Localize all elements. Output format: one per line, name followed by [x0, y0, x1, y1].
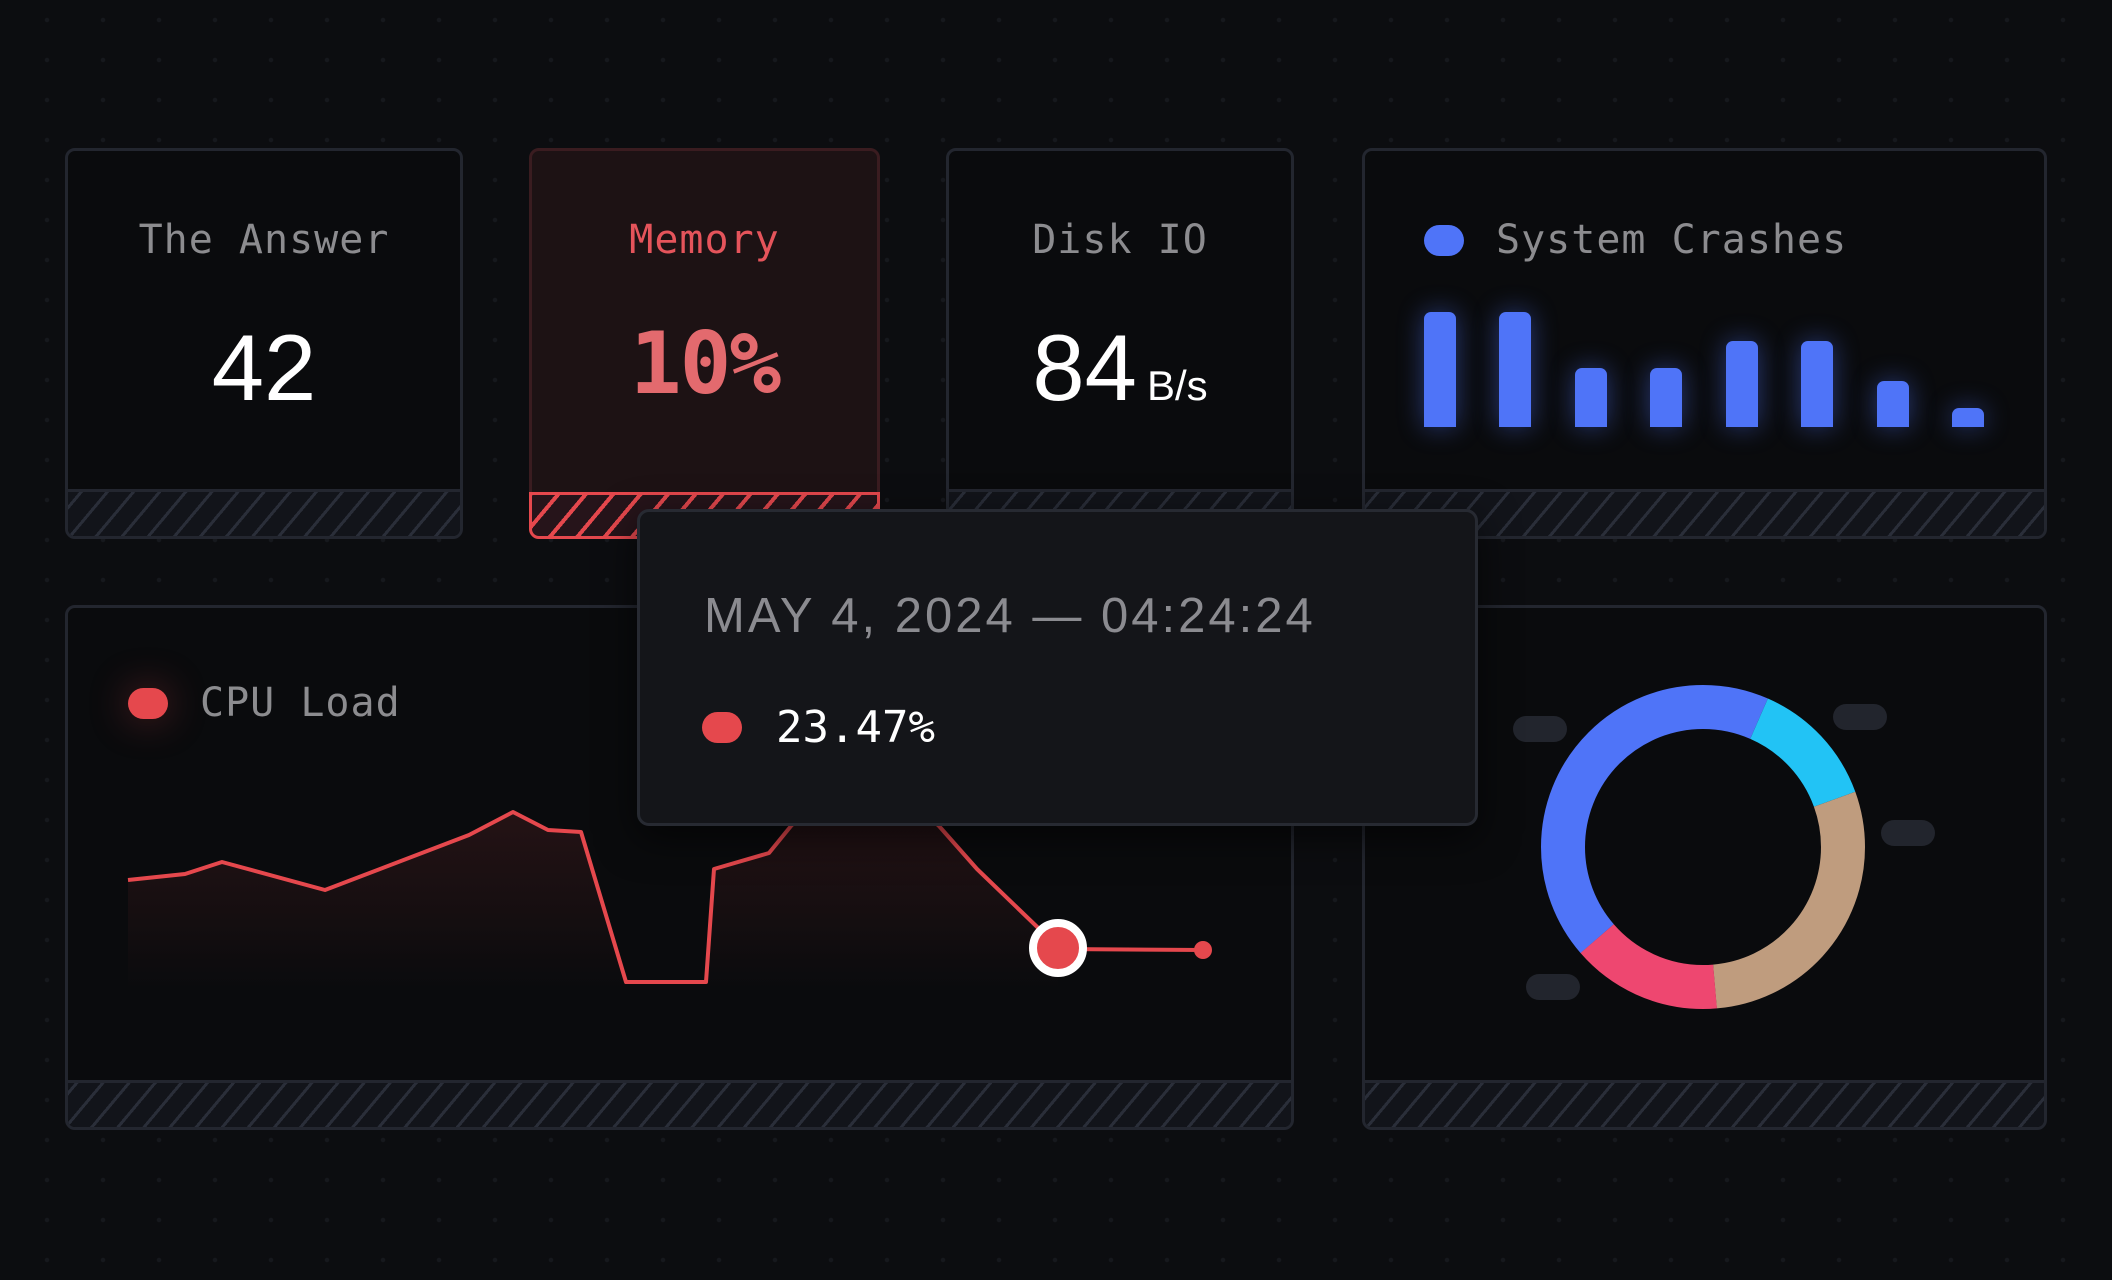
stat-value: 10% — [629, 314, 781, 414]
tooltip-row: 23.47% — [702, 702, 935, 753]
donut-label-placeholder — [1881, 820, 1935, 846]
legend-dot-icon — [128, 687, 168, 719]
stat-label: The Answer — [138, 217, 390, 263]
cpu-tooltip: MAY 4, 2024 — 04:24:24 23.47% — [637, 509, 1478, 826]
stat-number: 84 — [1032, 315, 1137, 420]
cpu-hover-marker[interactable] — [1029, 919, 1087, 977]
bar[interactable] — [1952, 408, 1984, 427]
stat-card-answer[interactable]: The Answer 42 — [65, 148, 463, 539]
bar[interactable] — [1424, 312, 1456, 427]
stat-label: Disk IO — [1032, 217, 1208, 263]
cpu-end-dot — [1194, 941, 1212, 959]
series-dot-icon — [702, 712, 742, 743]
donut-segment-pink[interactable] — [1541, 685, 1865, 1009]
legend-label: System Crashes — [1496, 217, 1848, 263]
bar[interactable] — [1801, 341, 1833, 427]
crashes-legend: System Crashes — [1424, 217, 1847, 263]
stat-label: Memory — [629, 217, 780, 263]
donut-label-placeholder — [1526, 974, 1580, 1000]
legend-dot-icon — [1424, 224, 1464, 256]
bar[interactable] — [1726, 341, 1758, 427]
bar[interactable] — [1499, 312, 1531, 427]
stat-unit: B/s — [1146, 362, 1208, 409]
hatch-footer — [1365, 489, 2044, 536]
system-crashes-card[interactable]: System Crashes — [1362, 148, 2047, 539]
cpu-legend: CPU Load — [128, 680, 401, 726]
bar[interactable] — [1575, 368, 1607, 427]
hatch-footer — [68, 1080, 1291, 1127]
legend-label: CPU Load — [200, 680, 401, 726]
bar[interactable] — [1650, 368, 1682, 427]
donut-chart — [1541, 685, 1865, 1009]
hatch-footer — [68, 489, 460, 536]
tooltip-value: 23.47% — [776, 702, 935, 753]
bar[interactable] — [1877, 381, 1909, 427]
stat-value: 84 B/s — [949, 321, 1291, 415]
donut-label-placeholder — [1513, 716, 1567, 742]
donut-label-placeholder — [1833, 704, 1887, 730]
stat-value: 42 — [211, 315, 317, 420]
hatch-footer — [1365, 1080, 2044, 1127]
tooltip-timestamp: MAY 4, 2024 — 04:24:24 — [704, 589, 1316, 643]
donut-segment-tan[interactable] — [1541, 685, 1865, 1009]
donut-segment-blue[interactable] — [1541, 685, 1865, 1009]
